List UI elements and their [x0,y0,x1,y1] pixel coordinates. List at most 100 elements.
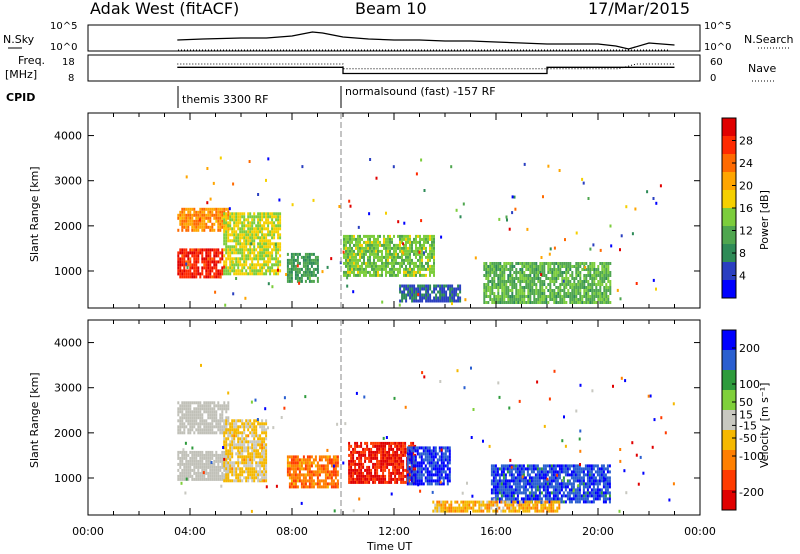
scatter-cell [249,236,252,240]
scatter-cell [215,416,218,420]
scatter-cell [249,227,252,231]
scatter-cell [510,491,513,495]
scatter-cell [401,255,403,259]
scatter-cell [511,289,514,292]
scatter-cell [211,260,214,264]
scatter-cell [259,425,262,429]
scatter-cell [334,467,337,471]
scatter-cell [604,467,607,471]
scatter-cell [530,485,533,489]
scatter-cell [189,456,192,460]
scatter-cell [245,455,248,459]
scatter-cell [187,263,190,267]
scatter-cell [296,279,299,283]
scatter-cell [227,257,230,261]
scatter-cell [577,289,580,292]
scatter-cell [541,286,544,289]
scatter-cell [608,497,611,501]
scatter-cell [408,449,411,453]
scatter-cell [415,237,417,241]
scatter-cell [375,270,377,274]
scatter-cell [189,431,192,435]
scatter-cell [588,479,591,483]
scatter-cell [410,479,413,483]
scatter-cell [399,267,401,271]
scatter-cell [513,265,516,268]
scatter-cell [584,482,587,486]
scatter-cell [510,488,513,492]
scatter-cell [237,434,240,438]
scatter-cell [257,440,260,444]
scatter-cell [296,464,299,468]
scatter-cell [263,233,266,237]
scatter-cell [395,246,397,250]
scatter-cell [444,506,447,510]
scatter-cell [494,473,497,477]
scatter-cell [257,257,260,261]
scatter-cell [490,479,493,483]
scatter-cell [372,444,375,448]
scatter-cell [598,479,601,483]
scatter-cell [606,470,609,474]
scatter-cell [555,268,558,271]
scatter-cell [415,296,418,300]
scatter-cell [512,464,515,468]
scatter-cell [253,218,256,222]
scatter-cell [514,464,517,468]
scatter-cell [296,270,299,274]
cpid-label: CPID [6,91,35,104]
scatter-cell [360,441,363,445]
scatter-cell [403,234,405,238]
scatter-cell [255,215,258,219]
scatter-cell [575,274,578,277]
scatter-cell [229,458,232,462]
scatter-cell [497,292,500,295]
scatter-cell [330,464,333,468]
scatter-cell [476,509,479,513]
scatter-cell [253,452,256,456]
scatter-cell [292,470,295,474]
scatter-cell [443,293,446,297]
scatter-cell [207,425,210,429]
scatter-cell [277,268,279,272]
scatter-cell [308,467,311,471]
scatter-cell [422,482,425,486]
scatter-cell [357,234,359,238]
scatter-cell [267,282,270,286]
scatter-cell [434,506,437,510]
scatter-cell [381,270,383,274]
scatter-cell [334,464,337,468]
scatter-cell [503,271,506,274]
scatter-cell [257,260,260,264]
scatter-cell [249,233,252,237]
scatter-cell [391,240,393,244]
scatter-cell [365,252,367,256]
scatter-cell [219,207,222,211]
scatter-cell [229,212,232,216]
scatter-cell [275,269,278,273]
scatter-cell [561,280,564,283]
scatter-cell [179,459,182,463]
scatter-cell [318,458,321,462]
scatter-cell [275,227,278,231]
scatter-cell [251,272,254,276]
scatter-cell [245,245,248,249]
scatter-cell [542,494,545,498]
scatter-cell [458,509,461,513]
scatter-cell [358,459,361,463]
scatter-cell [445,293,448,297]
scatter-cell [527,292,530,295]
scatter-cell [207,213,210,217]
scatter-cell [349,264,351,268]
scatter-cell [251,461,254,465]
scatter-cell [376,474,379,478]
scatter-cell [379,255,381,259]
scatter-cell [429,237,431,241]
scatter-cell [310,264,313,268]
scatter-cell [357,225,360,229]
scatter-cell [506,470,509,474]
scatter-cell [573,277,576,280]
scatter-cell [539,283,542,286]
scatter-cell [456,509,459,513]
scatter-cell [225,215,228,219]
